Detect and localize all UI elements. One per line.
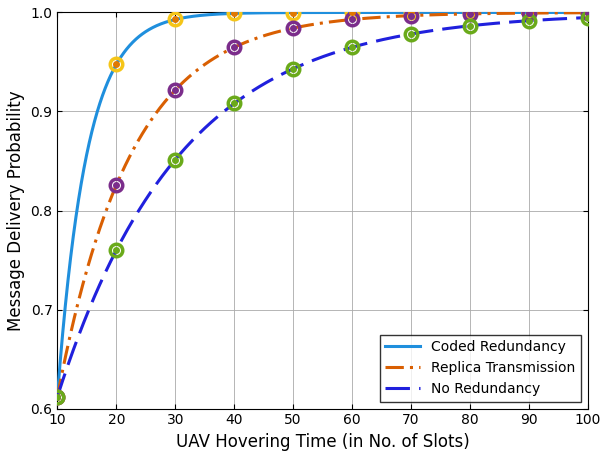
Replica Transmission (584, 10, 592, 16)
Replica Transmission (477, 11, 484, 16)
Line: No Redundancy: No Redundancy (57, 17, 588, 397)
No Redundancy (418, 29, 426, 35)
Coded Redundancy (477, 10, 484, 15)
Coded Redundancy (108, 71, 115, 76)
Replica Transmission (418, 12, 426, 18)
Coded Redundancy (54, 394, 61, 399)
No Redundancy (108, 257, 115, 262)
Coded Redundancy (468, 10, 475, 15)
Line: Replica Transmission: Replica Transmission (57, 13, 588, 397)
X-axis label: UAV Hovering Time (in No. of Slots): UAV Hovering Time (in No. of Slots) (176, 433, 469, 451)
Replica Transmission (54, 394, 61, 399)
Replica Transmission (108, 194, 115, 199)
No Redundancy (584, 15, 592, 20)
Coded Redundancy (418, 10, 426, 15)
Replica Transmission (268, 31, 275, 36)
No Redundancy (288, 67, 295, 72)
No Redundancy (54, 394, 61, 399)
No Redundancy (477, 22, 484, 27)
Y-axis label: Message Delivery Probability: Message Delivery Probability (7, 90, 25, 331)
Coded Redundancy (268, 10, 275, 16)
Coded Redundancy (584, 10, 592, 15)
Replica Transmission (468, 11, 475, 16)
Replica Transmission (288, 26, 295, 31)
No Redundancy (468, 23, 475, 28)
Line: Coded Redundancy: Coded Redundancy (57, 12, 588, 397)
Legend: Coded Redundancy, Replica Transmission, No Redundancy: Coded Redundancy, Replica Transmission, … (380, 335, 581, 402)
Coded Redundancy (288, 10, 295, 15)
No Redundancy (268, 76, 275, 82)
